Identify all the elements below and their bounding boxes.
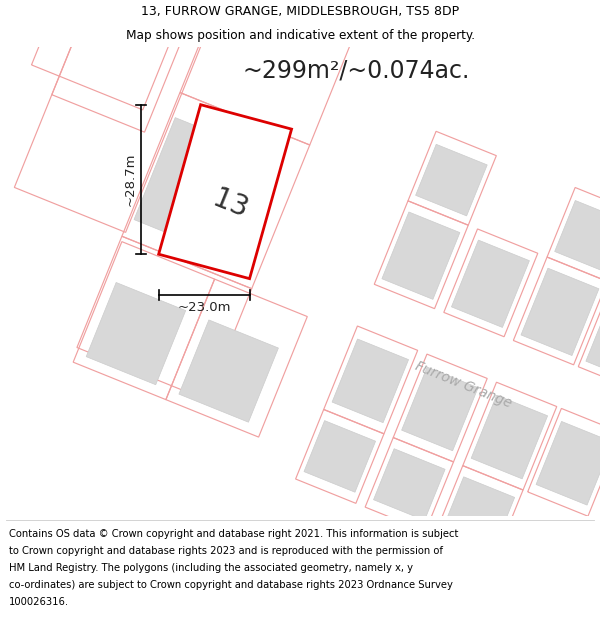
Text: ~28.7m: ~28.7m <box>124 152 137 206</box>
Polygon shape <box>416 144 487 216</box>
Polygon shape <box>554 201 600 272</box>
Polygon shape <box>536 421 600 505</box>
Polygon shape <box>521 268 599 356</box>
Text: Contains OS data © Crown copyright and database right 2021. This information is : Contains OS data © Crown copyright and d… <box>9 529 458 539</box>
Polygon shape <box>401 367 478 451</box>
Text: Map shows position and indicative extent of the property.: Map shows position and indicative extent… <box>125 29 475 42</box>
Text: 13, FURROW GRANGE, MIDDLESBROUGH, TS5 8DP: 13, FURROW GRANGE, MIDDLESBROUGH, TS5 8D… <box>141 5 459 18</box>
Text: 100026316.: 100026316. <box>9 596 69 606</box>
Text: Furrow Grange: Furrow Grange <box>413 359 514 411</box>
Polygon shape <box>158 104 292 279</box>
Text: co-ordinates) are subject to Crown copyright and database rights 2023 Ordnance S: co-ordinates) are subject to Crown copyr… <box>9 579 453 589</box>
Polygon shape <box>471 395 548 479</box>
Polygon shape <box>586 294 600 382</box>
Polygon shape <box>179 320 278 422</box>
Text: 13: 13 <box>209 185 252 224</box>
Text: ~23.0m: ~23.0m <box>178 301 231 314</box>
Polygon shape <box>451 240 529 328</box>
Text: ~299m²/~0.074ac.: ~299m²/~0.074ac. <box>242 59 470 82</box>
Text: HM Land Registry. The polygons (including the associated geometry, namely x, y: HM Land Registry. The polygons (includin… <box>9 562 413 572</box>
Polygon shape <box>443 477 515 548</box>
Polygon shape <box>332 339 409 422</box>
Polygon shape <box>304 421 376 492</box>
Polygon shape <box>374 449 445 520</box>
Polygon shape <box>134 118 248 249</box>
Polygon shape <box>86 282 185 385</box>
Polygon shape <box>382 212 460 299</box>
Text: to Crown copyright and database rights 2023 and is reproduced with the permissio: to Crown copyright and database rights 2… <box>9 546 443 556</box>
